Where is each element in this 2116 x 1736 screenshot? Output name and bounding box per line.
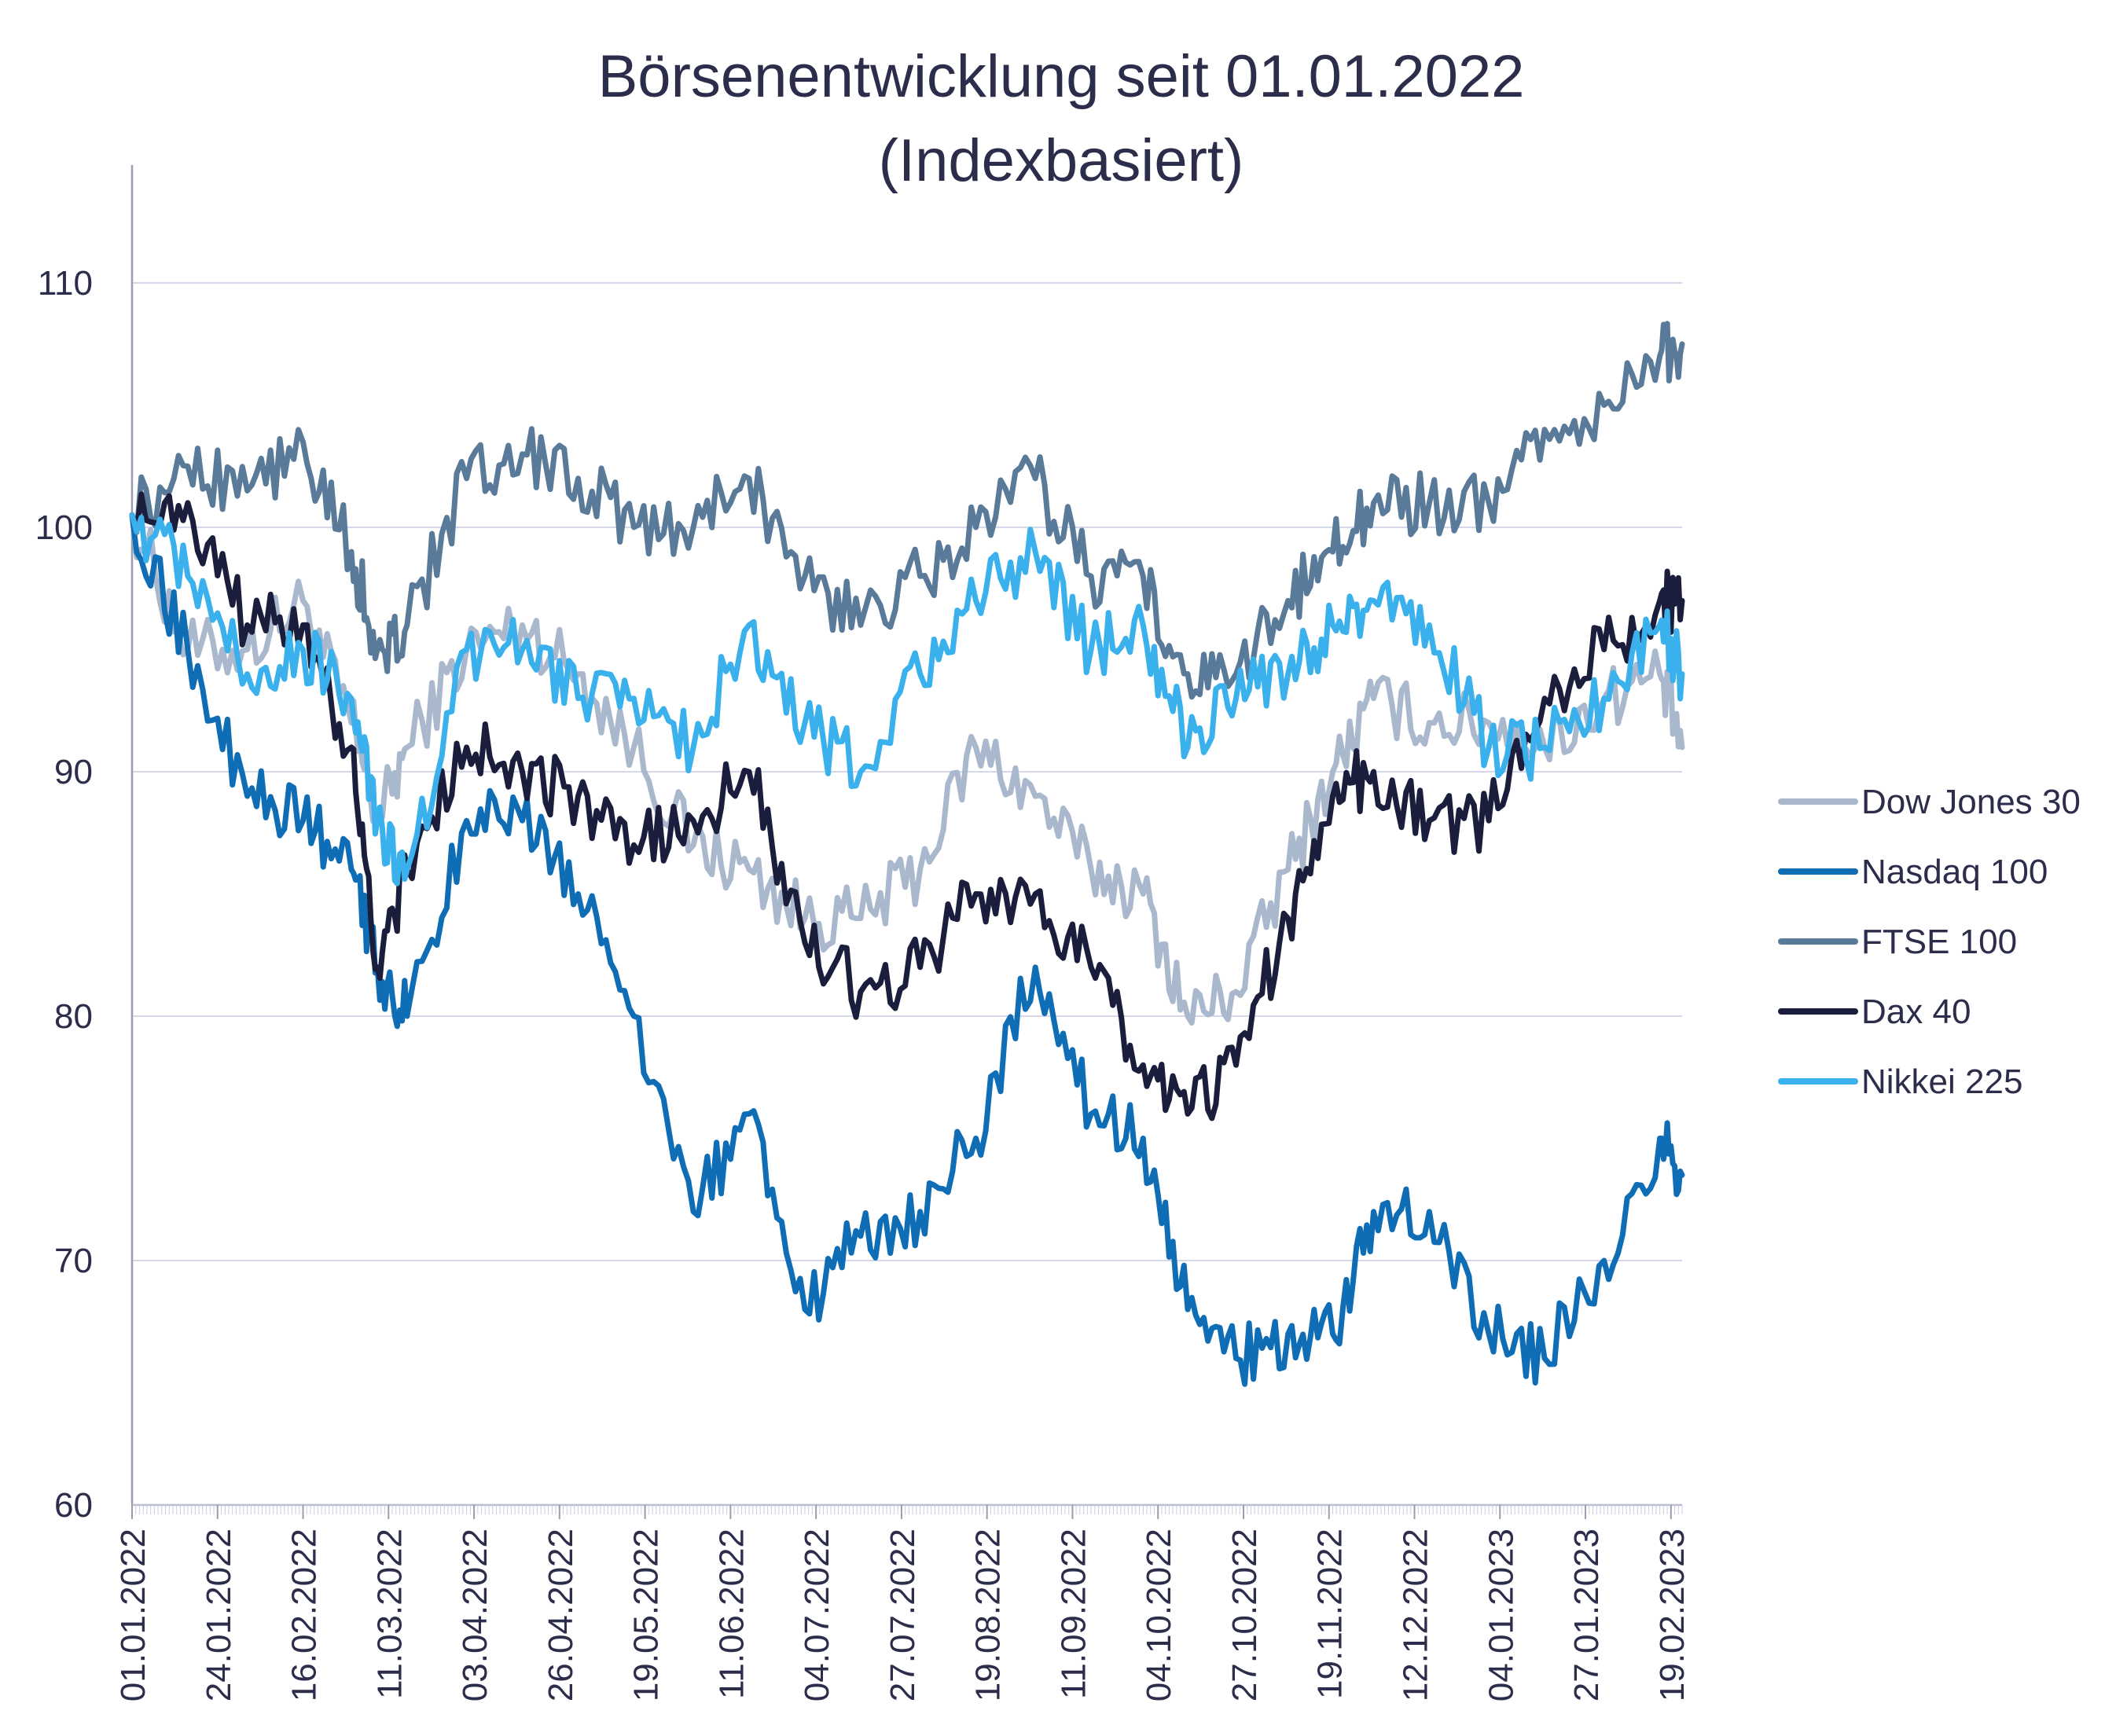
x-tick-label: 19.08.2022: [969, 1529, 1008, 1701]
x-tick-label: 27.07.2022: [884, 1529, 922, 1701]
y-tick-label: 90: [54, 753, 93, 791]
series-line-dax-40: [129, 491, 1685, 1121]
series-lines: [129, 321, 1685, 1387]
chart-subtitle: (Indexbasiert): [879, 127, 1244, 194]
x-tick-label: 01.01.2022: [114, 1529, 152, 1701]
y-tick-label: 70: [54, 1242, 93, 1280]
x-tick-label: 16.02.2022: [285, 1529, 324, 1701]
x-tick-label: 19.02.2023: [1653, 1529, 1692, 1701]
x-tick-label: 12.12.2022: [1397, 1529, 1435, 1701]
y-tick-label: 110: [38, 264, 93, 303]
axes: [130, 165, 1683, 1514]
x-tick-label: 27.01.2023: [1567, 1529, 1606, 1701]
legend-label: FTSE 100: [1861, 923, 2017, 961]
x-tick-label: 04.01.2023: [1482, 1529, 1520, 1701]
legend-label: Nasdaq 100: [1861, 853, 2048, 891]
series-line-nikkei-225: [129, 512, 1685, 886]
legend: Dow Jones 30 Nasdaq 100 FTSE 100 Dax 40 Nikk…: [1778, 783, 2081, 1101]
x-tick-label: 24.01.2022: [200, 1529, 238, 1701]
series-line-nasdaq-100: [129, 512, 1685, 1387]
x-tick-label: 03.04.2022: [456, 1529, 494, 1701]
x-tick-label: 27.10.2022: [1225, 1529, 1264, 1701]
x-tick-label: 19.11.2022: [1311, 1529, 1350, 1699]
x-axis-minor-ticks: [131, 1505, 1683, 1514]
x-tick-label: 11.09.2022: [1054, 1529, 1093, 1699]
series-line-ftse-100: [129, 321, 1685, 700]
chart-title: Börsenentwicklung seit 01.01.2022: [598, 43, 1525, 110]
legend-label: Dax 40: [1861, 993, 1971, 1031]
x-axis-ticks: 01.01.2022 24.01.2022 16.02.2022 11.03.2022…: [114, 1505, 1692, 1701]
y-tick-label: 100: [35, 508, 93, 547]
y-tick-label: 60: [54, 1486, 93, 1525]
x-tick-label: 04.07.2022: [798, 1529, 836, 1701]
x-tick-label: 19.05.2022: [627, 1529, 666, 1701]
legend-label: Nikkei 225: [1861, 1063, 2022, 1101]
y-axis-ticks: 60 70 80 90 100 110: [35, 264, 93, 1525]
x-tick-label: 04.10.2022: [1140, 1529, 1178, 1701]
x-tick-label: 11.03.2022: [370, 1529, 409, 1699]
y-tick-label: 80: [54, 997, 93, 1036]
x-tick-label: 26.04.2022: [542, 1529, 580, 1701]
x-tick-label: 11.06.2022: [712, 1529, 751, 1699]
legend-label: Dow Jones 30: [1861, 783, 2081, 821]
